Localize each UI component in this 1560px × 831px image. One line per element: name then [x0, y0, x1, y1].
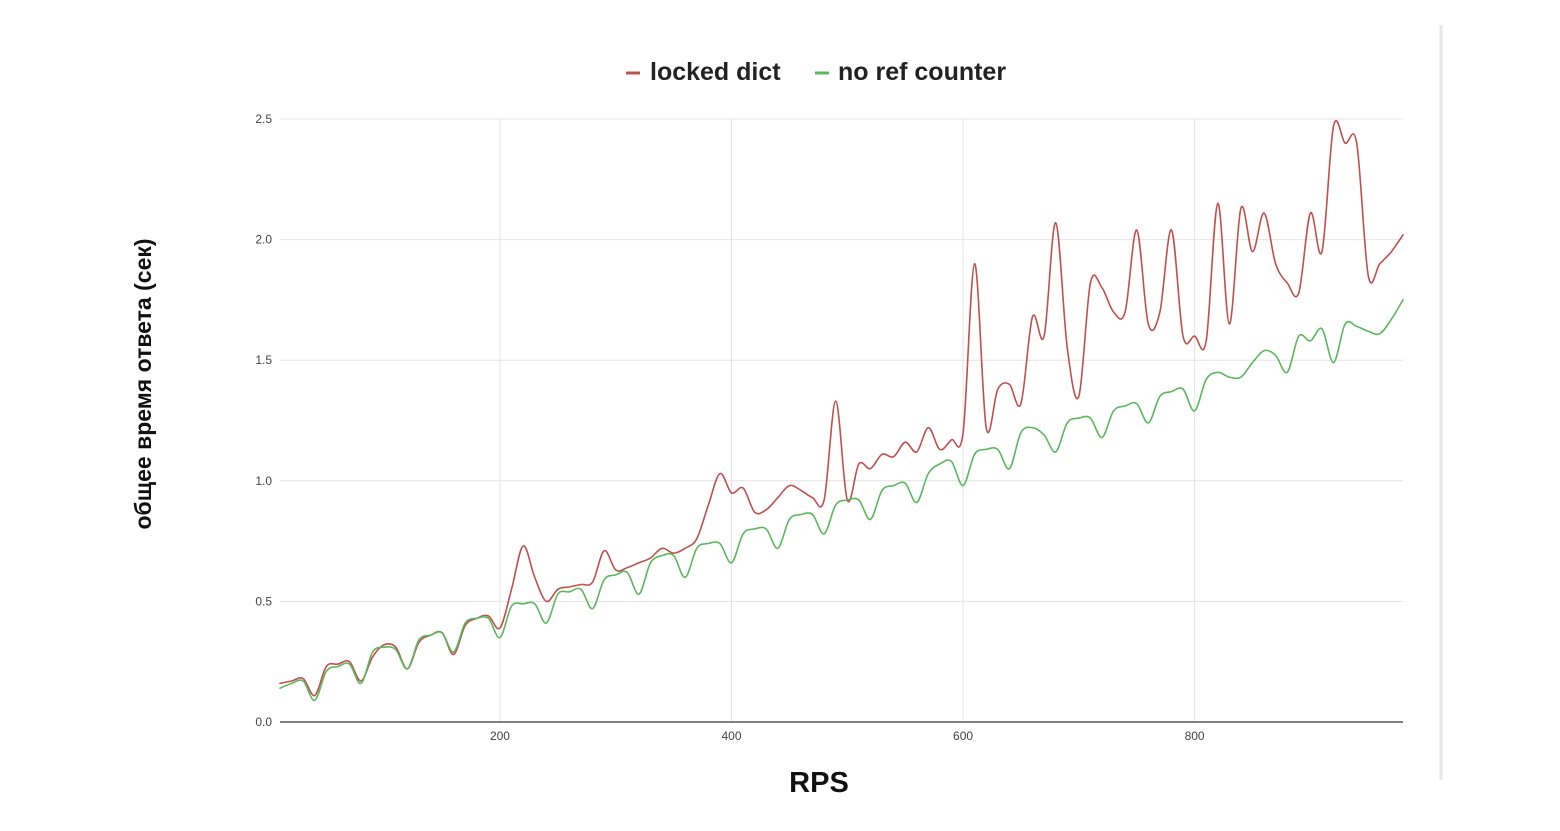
x-tick-label: 200	[490, 729, 510, 743]
legend-item-locked-dict: locked dict	[626, 58, 781, 86]
x-tick-label: 600	[953, 729, 973, 743]
legend-label-locked-dict: locked dict	[650, 58, 781, 86]
x-axis-title: RPS	[789, 767, 849, 799]
y-tick-label: 0.5	[255, 594, 272, 608]
y-tick-label: 2.0	[255, 233, 272, 247]
series-lines	[279, 120, 1404, 702]
series-line-no-ref-counter	[279, 299, 1404, 702]
y-tick-label: 2.5	[255, 112, 272, 126]
y-tick-label: 1.0	[255, 474, 272, 488]
legend-item-no-ref-counter: no ref counter	[815, 58, 1006, 86]
y-tick-label: 0.0	[255, 715, 272, 729]
legend: locked dict no ref counter	[626, 58, 1006, 86]
x-axis-ticks: 200 400 600 800	[490, 729, 1205, 743]
y-axis-title: общее время ответа (сек)	[130, 238, 156, 529]
gridlines	[280, 118, 1403, 722]
y-axis-ticks: 0.0 0.5 1.0 1.5 2.0 2.5	[255, 112, 272, 729]
x-tick-label: 400	[721, 729, 741, 743]
legend-label-no-ref-counter: no ref counter	[838, 58, 1006, 86]
y-tick-label: 1.5	[255, 353, 272, 367]
x-tick-label: 800	[1185, 729, 1205, 743]
